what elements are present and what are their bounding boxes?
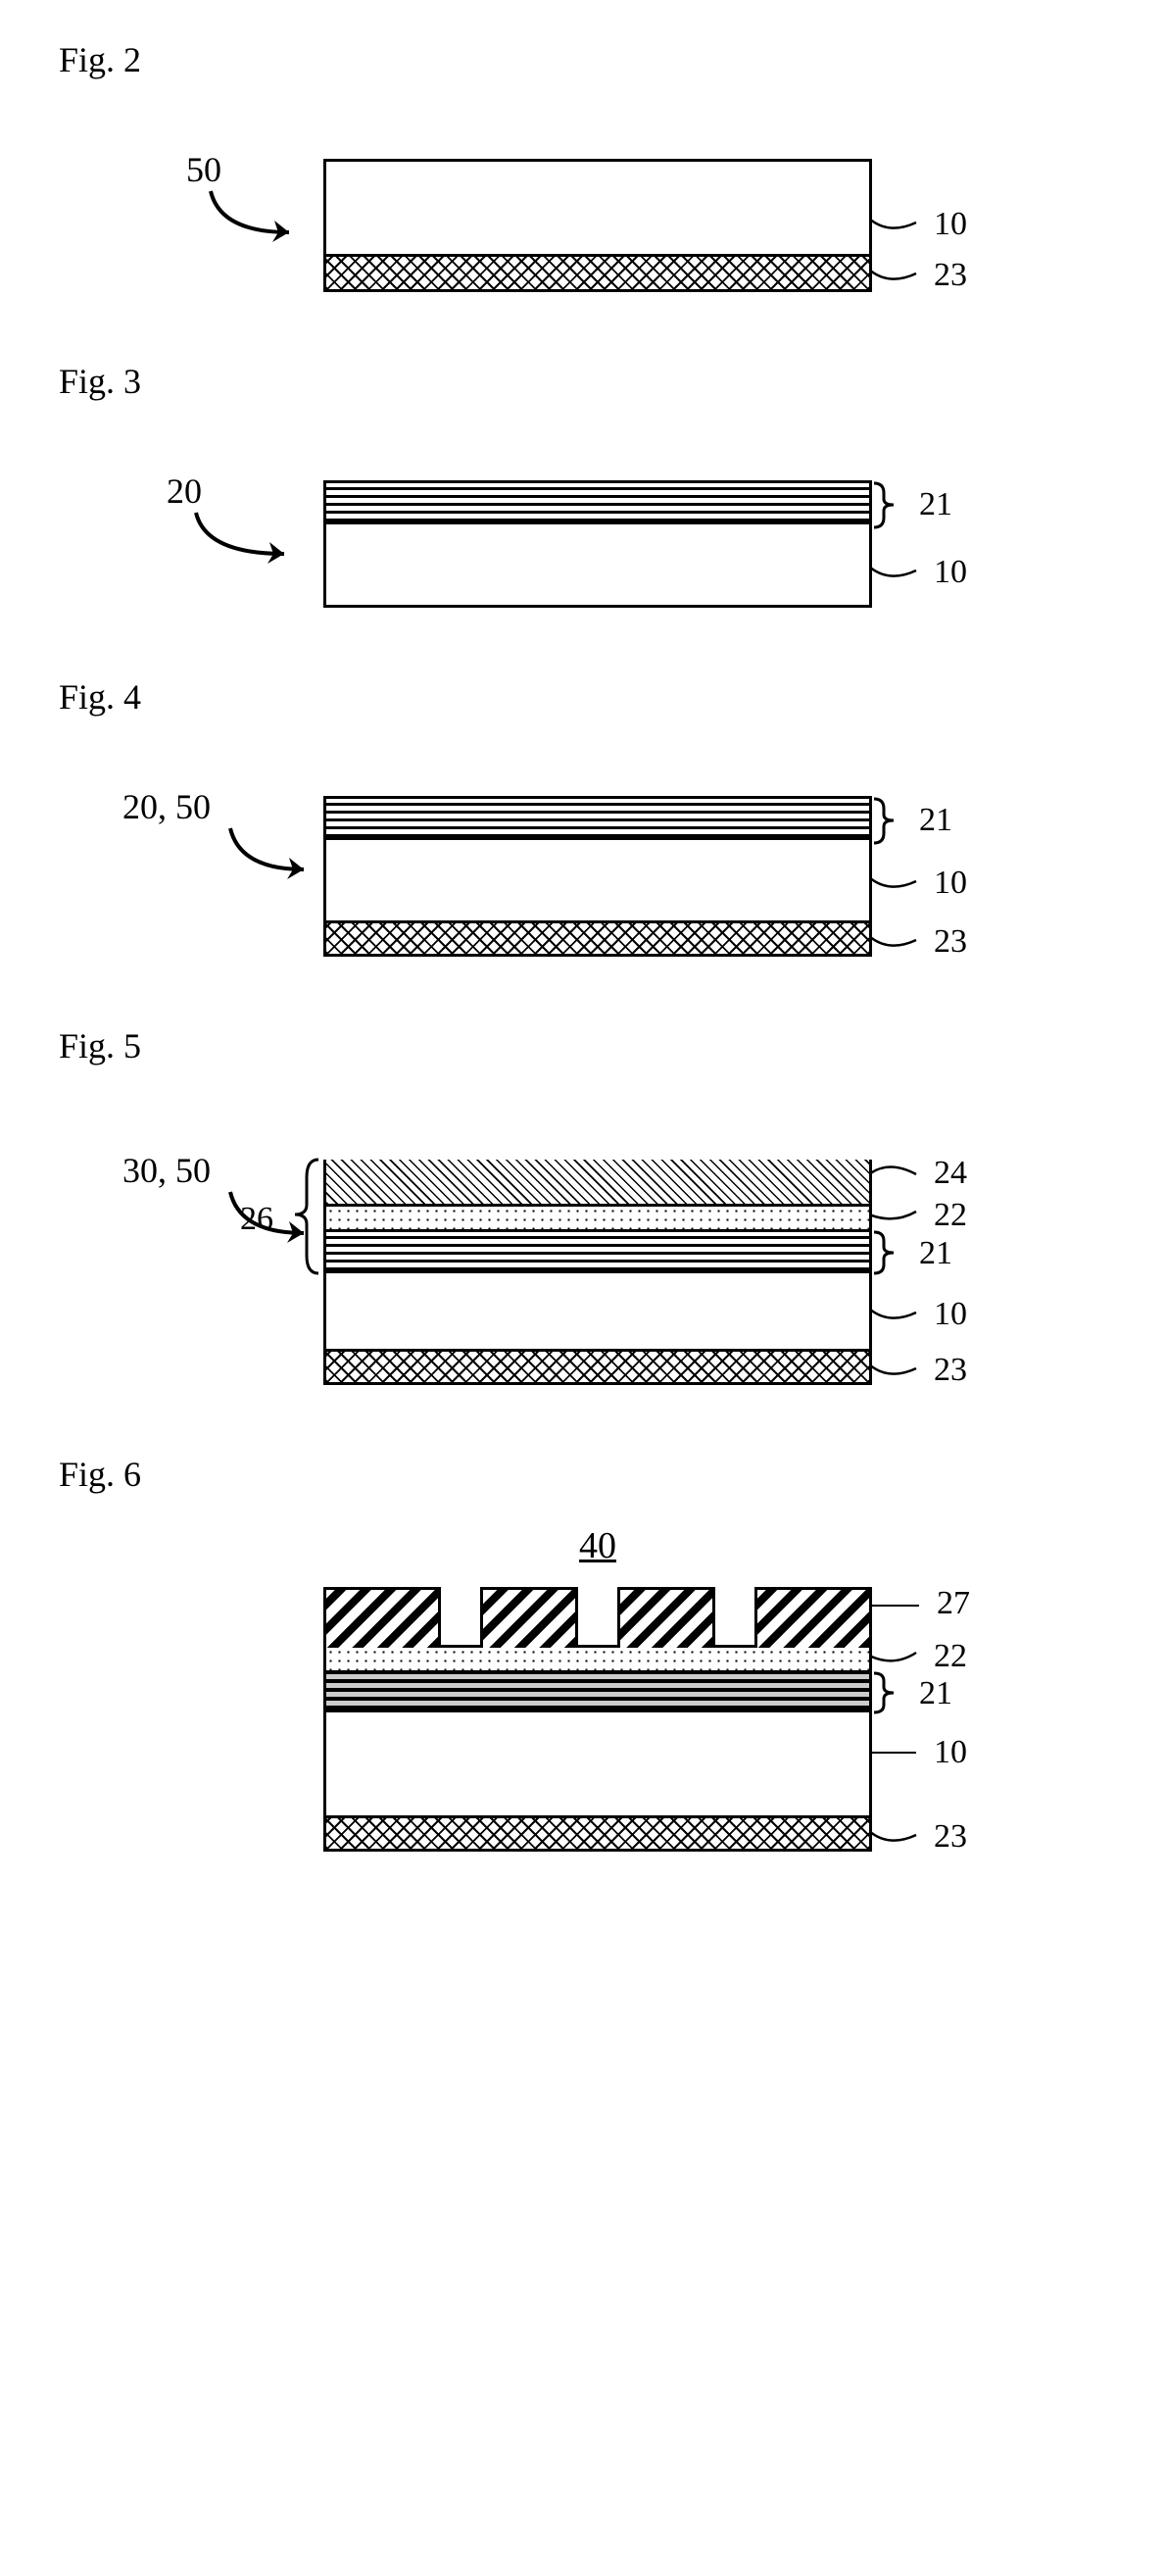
layer-ref: 10 <box>934 206 967 243</box>
layer-ref: 10 <box>934 865 967 902</box>
layer-23: 23 <box>323 923 872 957</box>
lead-line <box>869 1752 916 1754</box>
layer-ref: 21 <box>919 1675 952 1712</box>
fig-content: 40 27 22 21 10 <box>176 1524 1107 1852</box>
fig-content: 30, 50 26 24 22 21 <box>176 1160 1107 1385</box>
layer-23: 23 <box>323 1352 872 1385</box>
layer-stack: 10 23 <box>323 159 872 292</box>
figure-6: Fig. 6 40 27 22 21 <box>59 1454 1107 1852</box>
pointer-arrow <box>216 820 323 889</box>
brace-right <box>869 797 899 845</box>
pointer-arrow <box>196 183 314 252</box>
layer-10: 10 <box>323 1273 872 1352</box>
absorber-block <box>480 1587 578 1648</box>
lead-line <box>869 262 918 291</box>
layer-ref: 10 <box>934 554 967 591</box>
layer-24: 24 <box>323 1160 872 1207</box>
layer-ref: 10 <box>934 1734 967 1771</box>
layer-21: 21 <box>323 480 872 524</box>
layer-22: 22 <box>323 1648 872 1673</box>
lead-line <box>869 1823 918 1853</box>
fig-label: Fig. 6 <box>59 1454 1107 1495</box>
layer-ref: 21 <box>919 486 952 523</box>
layer-ref: 23 <box>934 923 967 961</box>
brace-left <box>289 1158 323 1275</box>
pointer-label: 30, 50 <box>122 1150 211 1191</box>
layer-stack: 21 10 <box>323 480 872 608</box>
layer-21: 21 <box>323 1673 872 1712</box>
left-brace-label: 26 <box>240 1201 273 1238</box>
fig-content: 20 21 10 <box>176 480 1107 608</box>
layer-ref: 22 <box>934 1197 967 1234</box>
layer-stack: 21 10 23 <box>323 796 872 957</box>
layer-ref: 23 <box>934 1352 967 1389</box>
fig-label: Fig. 5 <box>59 1025 1107 1066</box>
figure-5: Fig. 5 30, 50 26 24 22 <box>59 1025 1107 1385</box>
absorber-block <box>617 1587 715 1648</box>
lead-line <box>869 1207 918 1226</box>
layer-ref: 24 <box>934 1155 967 1192</box>
layer-23: 23 <box>323 257 872 292</box>
layer-22: 22 <box>323 1207 872 1232</box>
layer-ref: 22 <box>934 1638 967 1675</box>
layer-ref: 21 <box>919 1235 952 1272</box>
layer-23: 23 <box>323 1818 872 1852</box>
layer-21: 21 <box>323 1232 872 1273</box>
figure-2: Fig. 2 50 10 23 <box>59 39 1107 292</box>
lead-line <box>869 1648 918 1669</box>
layer-ref: 10 <box>934 1296 967 1333</box>
figure-3: Fig. 3 20 21 10 <box>59 361 1107 608</box>
fig-content: 50 10 23 <box>176 159 1107 292</box>
absorber-block <box>323 1587 441 1648</box>
absorber-row: 27 <box>323 1587 872 1648</box>
brace-right <box>869 481 899 529</box>
lead-line <box>869 559 918 588</box>
lead-line <box>869 1301 918 1330</box>
fig-label: Fig. 3 <box>59 361 1107 402</box>
absorber-ref: 27 <box>937 1585 970 1622</box>
layer-ref: 21 <box>919 802 952 839</box>
absorber-block <box>754 1587 872 1648</box>
lead-line <box>869 869 918 899</box>
layer-10: 10 <box>323 840 872 923</box>
pointer-arrow <box>181 505 309 573</box>
layer-10: 10 <box>323 159 872 257</box>
lead-line <box>869 928 918 958</box>
lead-line <box>872 1605 919 1607</box>
layer-10: 10 <box>323 524 872 608</box>
layer-10: 10 <box>323 1712 872 1818</box>
brace-right <box>869 1230 899 1275</box>
layer-ref: 23 <box>934 1818 967 1856</box>
brace-right <box>869 1671 899 1714</box>
lead-line <box>869 211 918 240</box>
lead-line <box>869 1357 918 1386</box>
figure-4: Fig. 4 20, 50 21 10 23 <box>59 676 1107 957</box>
fig-content: 20, 50 21 10 23 <box>176 796 1107 957</box>
layer-ref: 23 <box>934 257 967 294</box>
layer-21: 21 <box>323 796 872 840</box>
layer-stack: 27 22 21 10 23 <box>323 1587 872 1852</box>
fig-label: Fig. 4 <box>59 676 1107 718</box>
layer-stack: 26 24 22 21 10 23 <box>323 1160 872 1385</box>
center-label: 40 <box>323 1524 872 1567</box>
fig-label: Fig. 2 <box>59 39 1107 80</box>
pointer-label: 20, 50 <box>122 786 211 827</box>
lead-line <box>869 1164 918 1194</box>
